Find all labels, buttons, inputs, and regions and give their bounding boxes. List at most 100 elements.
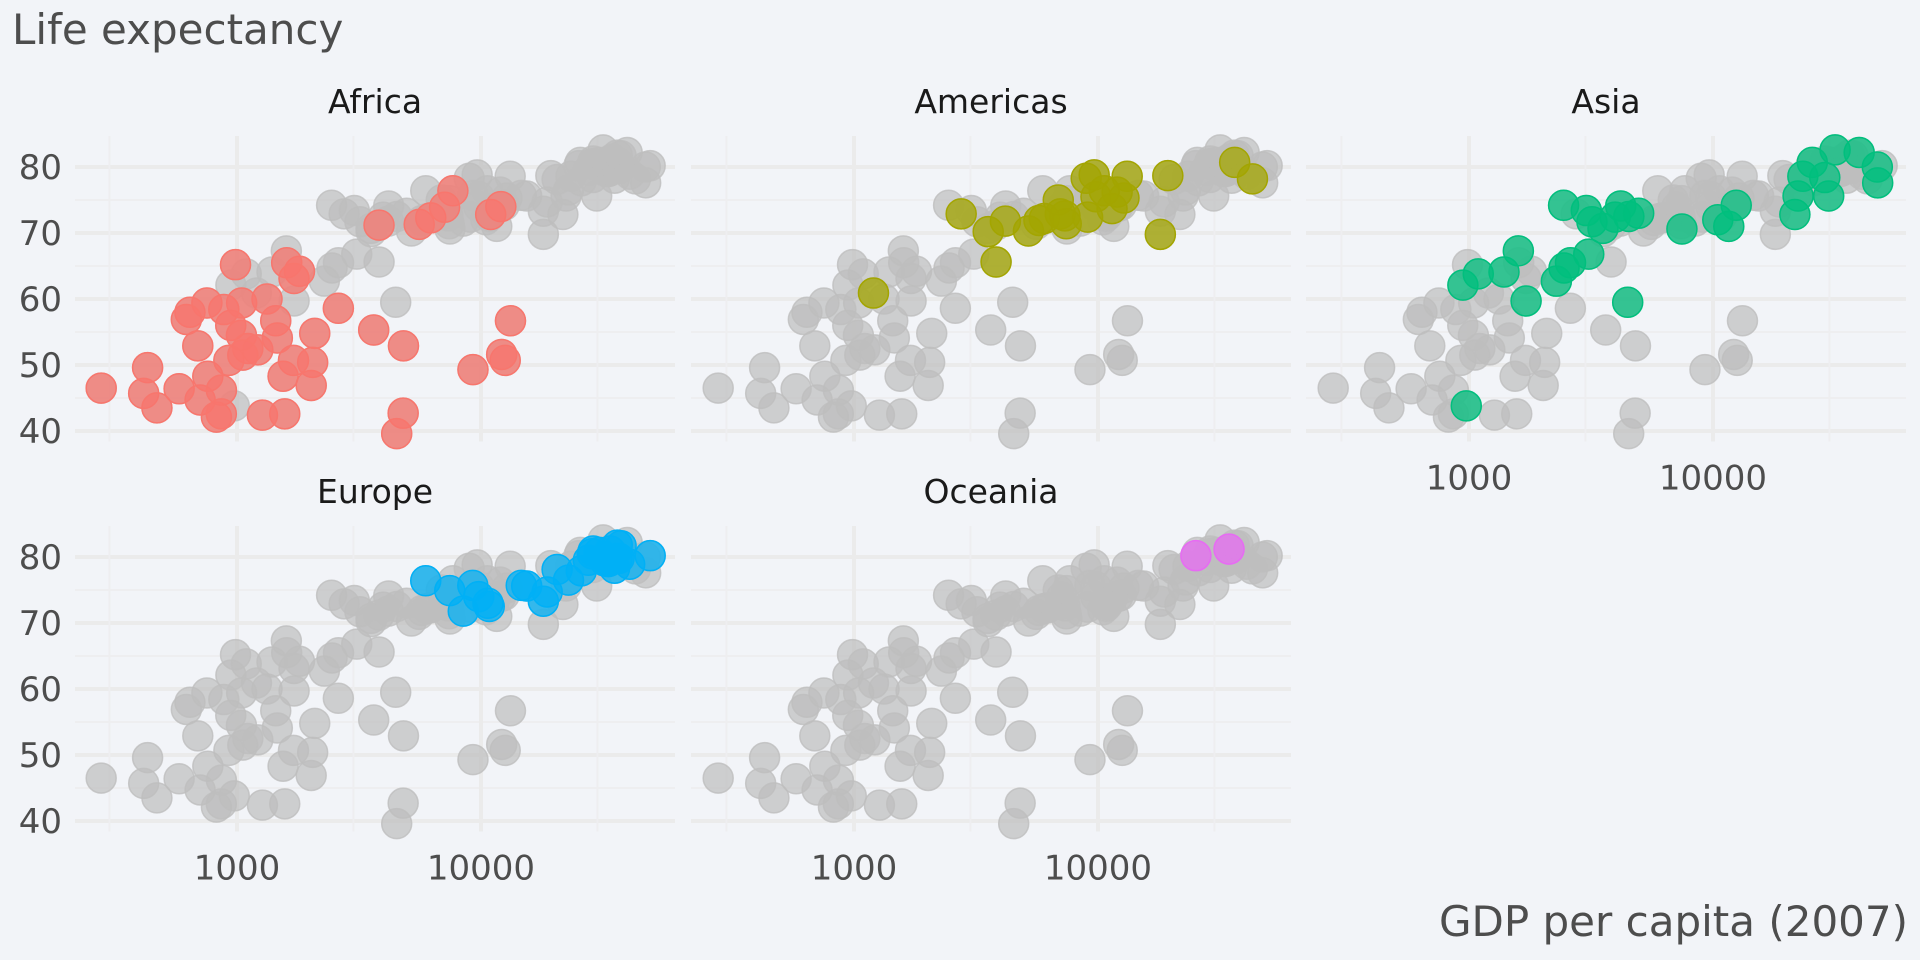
- data-point[interactable]: [1861, 151, 1894, 183]
- data-point[interactable]: [322, 292, 355, 324]
- data-point[interactable]: [634, 539, 666, 572]
- data-point[interactable]: [485, 338, 518, 371]
- data-point[interactable]: [447, 595, 480, 627]
- data-point[interactable]: [1462, 258, 1495, 290]
- data-point[interactable]: [403, 208, 435, 241]
- data-point[interactable]: [857, 277, 890, 309]
- background-point: [457, 743, 489, 776]
- background-point: [338, 194, 371, 227]
- background-point: [997, 417, 1030, 450]
- data-point[interactable]: [1450, 390, 1483, 422]
- x-tick-label: 10000: [1044, 849, 1152, 889]
- data-point[interactable]: [1096, 192, 1128, 225]
- background-point: [246, 789, 279, 821]
- background-point: [338, 584, 371, 617]
- background-point: [379, 286, 412, 319]
- background-point: [182, 720, 214, 752]
- background-point: [989, 580, 1022, 612]
- data-point[interactable]: [261, 322, 294, 354]
- y-tick-label: 70: [19, 604, 62, 644]
- background-point: [227, 729, 259, 761]
- background-point: [780, 373, 812, 405]
- data-point[interactable]: [85, 372, 117, 404]
- background-point: [1180, 149, 1212, 182]
- data-point[interactable]: [295, 369, 327, 402]
- background-point: [596, 143, 628, 175]
- data-point[interactable]: [1540, 265, 1573, 297]
- data-point[interactable]: [219, 248, 252, 281]
- y-tick-label: 80: [19, 538, 62, 578]
- data-point[interactable]: [278, 262, 310, 295]
- data-point[interactable]: [1779, 198, 1811, 231]
- background-point: [1527, 369, 1559, 402]
- background-point: [380, 807, 413, 840]
- background-point: [1111, 305, 1144, 337]
- background-point: [372, 580, 405, 612]
- background-points: [702, 524, 1283, 840]
- data-point[interactable]: [363, 209, 395, 241]
- background-point: [1148, 186, 1180, 218]
- background-point: [996, 286, 1029, 319]
- data-point[interactable]: [1809, 161, 1841, 194]
- data-point[interactable]: [141, 392, 173, 424]
- background-point: [634, 149, 666, 182]
- data-point[interactable]: [205, 398, 238, 430]
- background-point: [702, 762, 734, 794]
- background-point: [1373, 392, 1405, 424]
- background-point: [799, 720, 831, 752]
- x-tick-label: 1000: [1426, 459, 1513, 499]
- background-point: [170, 693, 203, 726]
- data-point[interactable]: [1180, 539, 1212, 572]
- data-point[interactable]: [494, 305, 527, 337]
- data-point[interactable]: [387, 330, 420, 362]
- data-point[interactable]: [208, 293, 240, 326]
- background-point: [863, 789, 896, 821]
- data-point[interactable]: [1502, 235, 1535, 267]
- background-point: [270, 625, 303, 657]
- background-point: [163, 763, 195, 795]
- data-point[interactable]: [1604, 190, 1637, 222]
- background-point: [939, 682, 972, 714]
- background-point: [295, 759, 327, 792]
- data-point[interactable]: [1050, 208, 1082, 240]
- data-point[interactable]: [989, 205, 1022, 237]
- data-point[interactable]: [1666, 213, 1698, 245]
- background-point: [1074, 743, 1106, 776]
- background-point: [1004, 330, 1037, 362]
- data-point[interactable]: [592, 545, 624, 577]
- data-point[interactable]: [980, 246, 1012, 278]
- background-point: [261, 712, 294, 744]
- data-point[interactable]: [1236, 163, 1269, 195]
- data-point[interactable]: [1152, 159, 1184, 192]
- data-point[interactable]: [1510, 285, 1542, 317]
- data-point[interactable]: [170, 303, 203, 336]
- data-point[interactable]: [380, 417, 413, 450]
- facet-title: Asia: [1571, 82, 1640, 121]
- background-point: [835, 390, 868, 422]
- background-point: [1414, 330, 1446, 362]
- data-point[interactable]: [531, 576, 563, 608]
- data-point[interactable]: [227, 339, 259, 371]
- background-point: [912, 759, 944, 792]
- data-point[interactable]: [182, 330, 214, 362]
- data-point[interactable]: [1570, 194, 1603, 227]
- data-point[interactable]: [298, 317, 331, 350]
- background-point: [218, 780, 251, 812]
- data-point[interactable]: [945, 198, 977, 230]
- background-point: [1074, 353, 1106, 386]
- data-point[interactable]: [357, 314, 390, 346]
- data-point[interactable]: [1611, 286, 1644, 319]
- data-point[interactable]: [163, 373, 195, 405]
- background-point: [1459, 339, 1491, 371]
- data-point[interactable]: [474, 198, 507, 231]
- data-point[interactable]: [428, 191, 461, 224]
- background-point: [230, 648, 263, 680]
- data-point[interactable]: [246, 399, 279, 431]
- data-point[interactable]: [1213, 533, 1245, 565]
- data-point[interactable]: [267, 360, 299, 392]
- y-tick-label: 70: [19, 214, 62, 254]
- data-point[interactable]: [1144, 218, 1177, 251]
- data-point[interactable]: [457, 353, 489, 386]
- data-point[interactable]: [1819, 134, 1851, 166]
- data-point[interactable]: [1720, 189, 1752, 222]
